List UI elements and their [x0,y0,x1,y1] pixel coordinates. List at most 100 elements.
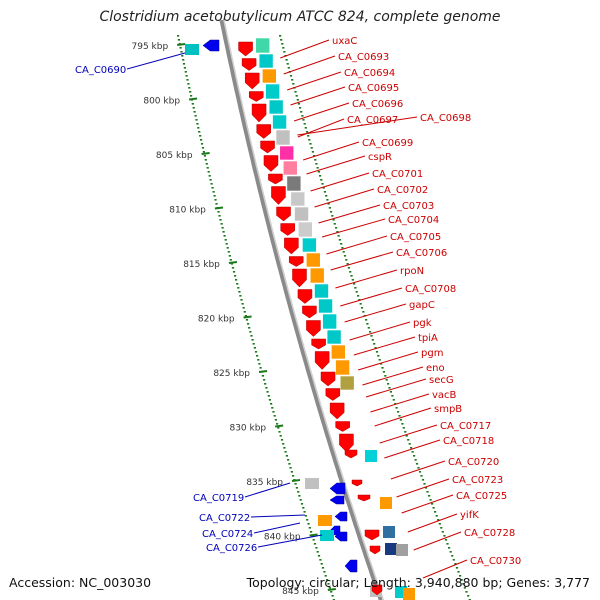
gene-label-forward: CA_C0701 [372,169,423,180]
gene-label-forward: CA_C0695 [348,83,399,94]
scale-track-right [279,35,471,600]
gene-label-forward: CA_C0728 [464,528,515,539]
label-leader [335,269,398,289]
forward-gene-arrow [335,421,350,432]
label-leader [396,478,450,498]
feature-band [318,298,333,314]
feature-band [305,252,321,268]
forward-gene-arrow [320,371,336,387]
scale-tick-label: 840 kbp [264,533,301,543]
scale-tick [327,588,336,591]
label-leader [349,321,411,341]
forward-gene-arrow [238,41,253,57]
forward-gene-arrow [306,320,321,337]
label-leader [253,522,301,534]
gene-label-forward: CA_C0698 [420,113,471,124]
forward-gene-arrow [344,449,358,459]
feature-band [314,283,329,299]
gene-label-forward: pgm [421,348,443,359]
gene-label-reverse: CA_C0690 [75,65,126,76]
scale-tick-label: 820 kbp [198,315,235,325]
label-leader [340,287,403,307]
gene-label-forward: pgk [413,318,432,329]
label-leader [290,86,346,106]
label-leader [401,494,454,514]
feature-band [403,588,415,600]
scale-tick [201,152,210,155]
gene-label-forward: CA_C0704 [388,215,439,226]
label-leader [310,172,370,192]
label-leader [370,393,430,413]
gene-label-reverse: CA_C0719 [193,493,244,504]
forward-gene-arrow [364,529,380,541]
scale-tick-label: 810 kbp [169,206,206,216]
label-leader [362,366,424,386]
feature-band [279,145,295,161]
forward-gene-arrow [256,124,271,139]
feature-band [383,526,395,538]
scale-tick-label: 795 kbp [132,42,169,52]
label-leader [321,218,386,238]
gene-label-forward: gapC [409,300,435,311]
genome-backbone [219,19,384,600]
gene-label-forward: eno [426,363,445,374]
gene-label-forward: CA_C0699 [362,138,413,149]
label-leader [287,71,342,91]
gene-label-forward: CA_C0706 [396,248,447,259]
gene-label-forward: CA_C0696 [352,99,403,110]
forward-gene-arrow [249,91,264,102]
gene-label-forward: CA_C0693 [338,52,389,63]
gene-label-forward: CA_C0730 [470,556,521,567]
label-leader [374,407,432,427]
label-leader [379,424,438,444]
forward-gene-arrow [351,479,363,487]
reverse-gene-arrow [334,531,348,542]
scale-tick-label: 830 kbp [229,424,266,434]
forward-gene-arrow [263,155,279,172]
scale-track-left [177,35,335,600]
label-leader [365,378,427,398]
label-leader [302,141,360,161]
forward-gene-arrow [357,494,371,502]
label-leader [384,439,441,459]
feature-band [320,530,334,541]
forward-gene-arrow [369,545,381,555]
reverse-gene-arrow [329,495,345,505]
scale-tick-label: 825 kbp [213,369,250,379]
scale-tick-label: 800 kbp [143,97,180,107]
feature-band [258,53,274,69]
label-leader [297,116,418,136]
scale-tick [291,479,301,482]
forward-gene-arrow [297,289,313,304]
forward-gene-arrow [314,351,330,370]
feature-band [385,543,397,555]
feature-band [262,68,277,84]
gene-label-forward: CA_C0705 [390,232,441,243]
genome-backbone-highlight [223,19,385,600]
map-title: Clostridium acetobutylicum ATCC 824, com… [99,9,501,25]
gene-label-reverse: CA_C0724 [202,529,253,540]
feature-band [365,450,377,462]
forward-gene-arrow [284,237,299,255]
label-leader [318,204,381,224]
gene-label-forward: uxaC [332,36,357,47]
label-leader [326,235,388,255]
scale-tick [177,43,186,46]
gene-label-forward: smpB [434,404,462,415]
forward-gene-arrow [292,268,307,288]
label-leader [330,251,394,271]
scale-tick-label: 815 kbp [183,260,220,270]
label-leader [257,534,323,548]
forward-gene-arrow [244,72,260,90]
scale-tick [275,424,284,428]
gene-label-forward: secG [429,375,454,386]
feature-band [272,114,287,130]
feature-band [185,44,199,55]
forward-gene-arrow [288,256,304,267]
accession-text: Accession: NC_003030 [9,575,152,590]
forward-gene-arrow [302,305,317,319]
label-leader [314,188,375,208]
gene-label-forward: CA_C0720 [448,457,499,468]
gene-label-reverse: CA_C0726 [206,543,257,554]
feature-band [268,99,284,115]
